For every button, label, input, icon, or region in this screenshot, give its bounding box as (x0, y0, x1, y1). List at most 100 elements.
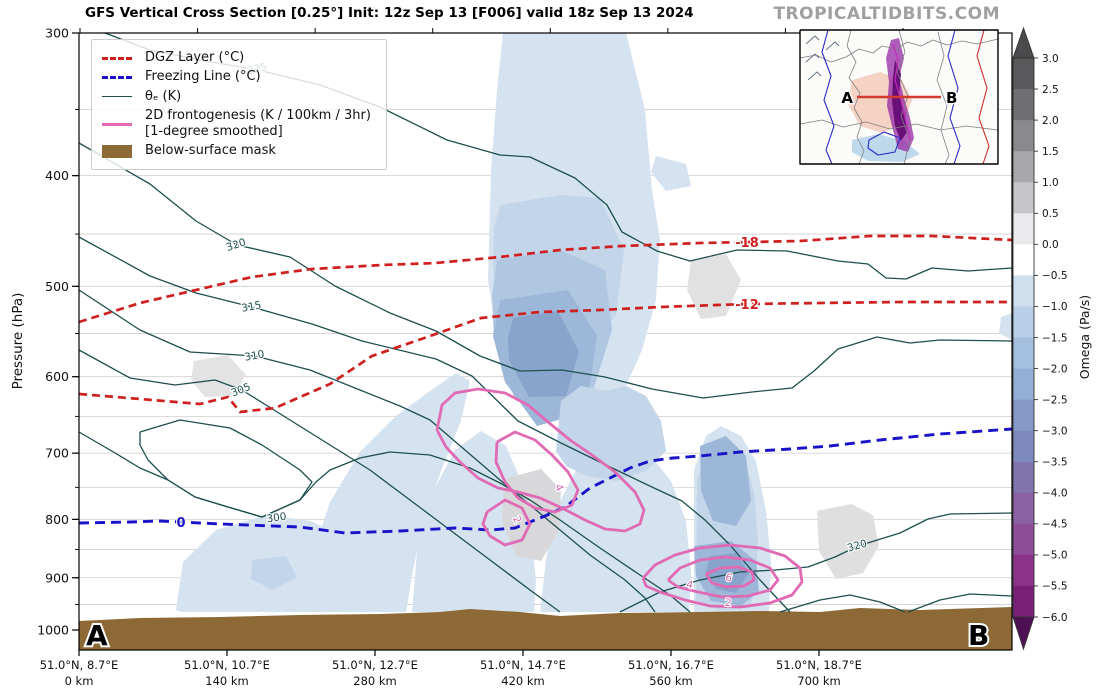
y-tick-label: 300 (45, 26, 69, 41)
inset-frame (799, 29, 999, 165)
inset-border-1 (846, 29, 865, 165)
frontogenesis-inner-2 (704, 565, 756, 589)
colorbar-tick-label: −3.5 (1042, 457, 1068, 469)
x-tick-distance: 140 km (205, 674, 248, 688)
colorbar-tick-label: 2.0 (1042, 115, 1059, 127)
theta-e-315 (78, 236, 791, 613)
legend-item-theta-e: θₑ (K) (102, 89, 376, 105)
theta-e-310 (78, 289, 656, 613)
below-surface-mask (79, 607, 1012, 650)
colorbar-segment (1013, 554, 1034, 587)
omega-blob-bl-core (251, 556, 297, 590)
colorbar-tick-label: −5.5 (1042, 581, 1068, 593)
colorbar-tick-label: −4.5 (1042, 519, 1068, 531)
colorbar-tick-label: −5.0 (1042, 550, 1068, 562)
theta-e-320-low (619, 512, 1013, 613)
theta-e-line-sample (102, 96, 132, 98)
contour-label-B: B (968, 619, 989, 652)
x-tick-coord: 51.0°N, 12.7°E (332, 658, 418, 672)
mask-patch-sample (102, 144, 132, 158)
contour-label-320: 320 (225, 236, 248, 254)
omega-mid-band (556, 386, 666, 481)
colorbar-segment (1013, 89, 1034, 121)
contour-label-A: A (841, 89, 853, 107)
x-tick-coord: 51.0°N, 16.7°E (628, 658, 714, 672)
colorbar-segment (1013, 461, 1034, 494)
x-tick-distance: 560 km (649, 674, 692, 688)
y-tick-label: 500 (45, 279, 69, 294)
freezing-line-sample (102, 75, 132, 79)
inset-wind-barb (825, 41, 840, 51)
contour-label-310: 310 (244, 348, 266, 363)
colorbar-tick-label: −2.0 (1042, 363, 1068, 375)
colorbar-tick-label: −1.0 (1042, 301, 1068, 313)
omega-edge-sliver (999, 313, 1012, 340)
frontogenesis-mid-2 (667, 555, 780, 599)
inset-blue-contour-1 (821, 29, 835, 165)
inset-red-contour (976, 29, 990, 165)
colorbar-segment (1013, 337, 1034, 370)
colorbar-title: Omega (Pa/s) (1077, 295, 1092, 379)
colorbar-segment (1013, 182, 1034, 214)
x-tick-distance: 700 km (797, 674, 840, 688)
colorbar-tick-label: 1.0 (1042, 177, 1059, 189)
colorbar-segment (1013, 275, 1034, 307)
colorbar-tick-label: −3.0 (1042, 425, 1068, 437)
frontogenesis-line-sample (102, 122, 132, 126)
colorbar-segment (1013, 244, 1034, 276)
frontogenesis-inner-1 (494, 430, 580, 514)
inset-border-3 (936, 31, 950, 165)
contour-label-B: B (946, 89, 957, 107)
x-tick-coord: 51.0°N, 8.7°E (40, 658, 119, 672)
y-tick-label: 400 (45, 168, 69, 183)
inset-coastline (799, 38, 999, 63)
legend-label-dgz: DGZ Layer (°C) (145, 50, 245, 65)
x-tick-distance: 0 km (65, 674, 94, 688)
colorbar-segment (1013, 213, 1034, 245)
theta-e-320 (78, 142, 1013, 399)
inset-blue-contour-3 (867, 131, 901, 156)
theta-e-low-arc (779, 594, 906, 613)
frontogenesis-outer-1 (435, 387, 646, 533)
colorbar-tick-label: 0.0 (1042, 239, 1059, 251)
colorbar-segment (1013, 306, 1034, 338)
inset-wind-barb (807, 71, 822, 81)
contour-label-4: 4 (685, 579, 694, 592)
legend: DGZ Layer (°C) Freezing Line (°C) θₑ (K)… (91, 39, 387, 170)
inset-border-4 (799, 119, 999, 131)
colorbar-tick-label: −2.5 (1042, 394, 1068, 406)
contour-label-A: A (86, 619, 108, 652)
colorbar-tick-label: 3.0 (1042, 53, 1059, 65)
frontogenesis-small-1 (481, 498, 532, 547)
contour-label-315: 315 (241, 299, 263, 314)
omega-low-center (412, 431, 536, 612)
colorbar-tick-label: 1.5 (1042, 146, 1059, 158)
plot-frame (78, 32, 1013, 651)
contour-label--18: -18 (735, 236, 759, 251)
colorbar-tick-label: −0.5 (1042, 270, 1068, 282)
colorbar-segment (1013, 399, 1034, 432)
y-tick-label: 1000 (37, 623, 69, 638)
legend-item-freezing: Freezing Line (°C) (102, 69, 376, 85)
legend-label-frontogenesis: 2D frontogenesis (K / 100km / 3hr) [1-de… (145, 107, 371, 139)
x-tick-distance: 280 km (353, 674, 396, 688)
theta-e-low-arc2 (907, 593, 1013, 613)
y-tick-label: 800 (45, 512, 69, 527)
colorbar-segment (1013, 492, 1034, 525)
contour-label-0: 0 (176, 516, 185, 531)
omega-right-pocket (700, 436, 751, 526)
omega-diamond (651, 156, 691, 191)
dgz-line-sample (102, 56, 132, 60)
colorbar-segment (1013, 120, 1034, 152)
colorbar-tick-label: −1.5 (1042, 332, 1068, 344)
colorbar-tick-label: −6.0 (1042, 612, 1068, 624)
inset-fronto-core (892, 60, 907, 141)
inset-wind-barb (805, 53, 820, 63)
x-tick-coord: 51.0°N, 18.7°E (776, 658, 862, 672)
legend-label-mask: Below-surface mask (145, 143, 276, 159)
colorbar-tick-label: 2.5 (1042, 84, 1059, 96)
legend-label-freezing: Freezing Line (°C) (145, 69, 261, 85)
inset-blue-contour-2 (947, 29, 961, 165)
